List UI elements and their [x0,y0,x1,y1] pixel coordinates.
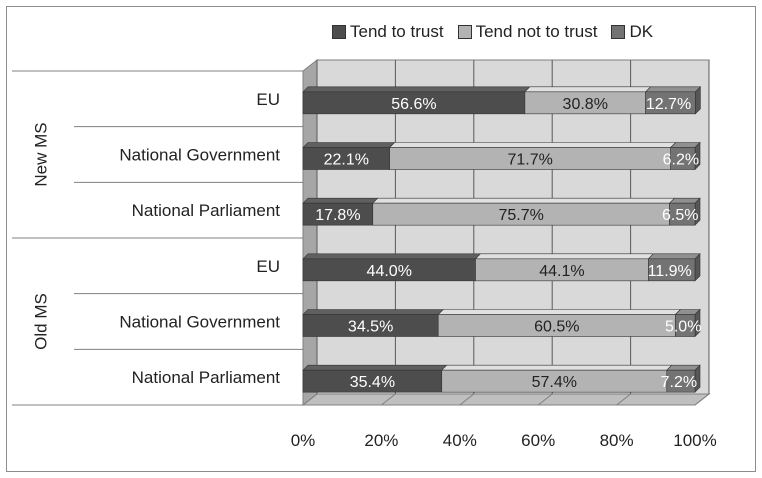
category-label: EU [256,257,280,276]
bar-top-face [372,197,676,204]
legend-item-not-trust: Tend not to trust [457,22,598,42]
bar-top-face [524,86,652,93]
category-label: National Parliament [132,201,281,220]
data-label: 12.7% [646,96,691,113]
category-label: National Parliament [132,368,281,387]
floor-gridline [537,393,553,406]
x-tick-label: 60% [521,431,555,450]
bar-side-face [694,253,701,282]
bar-segment [669,202,696,226]
legend-item-dk: DK [611,22,653,42]
bar-top-face [647,253,701,260]
x-tick-label: 100% [673,431,716,450]
legend-item-trust: Tend to trust [332,22,444,42]
bar-top-face [644,86,702,93]
bar-top-face [388,142,677,148]
data-label: 6.2% [663,152,699,169]
data-label: 11.9% [648,263,692,280]
bar-top-face [302,364,448,371]
data-label: 17.8% [315,207,360,224]
data-label: 6.5% [662,207,698,224]
floor-gridline [302,393,318,406]
floor-gridline [616,393,631,406]
data-label: 60.5% [534,319,579,336]
data-label: 71.7% [507,152,552,169]
data-label: 44.1% [539,263,584,280]
bar-top-face [666,364,701,371]
data-label: 35.4% [350,374,395,391]
data-label: 44.0% [367,263,412,280]
legend-swatch-dk [611,25,626,39]
category-label: EU [256,90,280,109]
bar-top-face [302,86,531,93]
bar-side-face [695,86,701,115]
data-label: 56.6% [391,96,436,113]
category-label: National Government [119,146,280,165]
bar-top-face [441,364,673,371]
floor-gridline [694,393,710,406]
data-label: 75.7% [498,207,543,224]
data-label: 22.1% [324,152,369,169]
legend-swatch-not-trust [457,25,472,39]
data-label: 5.0% [665,319,701,336]
legend-label-trust: Tend to trust [350,22,444,41]
x-tick-label: 40% [443,431,477,450]
legend-label-dk: DK [629,22,654,41]
data-label: 57.4% [532,374,577,391]
bar-top-face [302,253,482,260]
x-tick-label: 0% [291,431,316,450]
bar-segment [675,314,696,337]
legend: Tend to trust Tend not to trust DK [332,22,653,42]
bar-top-face [437,309,682,315]
legend-label-not-trust: Tend not to trust [475,22,598,41]
floor-gridline [381,393,396,406]
floor-gridline [459,393,475,406]
bar-top-face [302,142,396,148]
group-label: New MS [31,122,50,186]
data-label: 30.8% [563,96,608,113]
x-tick-label: 20% [364,431,398,450]
bar-segment [645,91,696,115]
legend-swatch-trust [332,25,346,39]
bar-segment [666,369,696,393]
x-tick-label: 80% [600,431,634,450]
bar-segment [670,147,696,170]
bar-top-face [302,197,379,204]
bar-top-face [474,253,655,260]
data-label: 7.2% [661,374,697,391]
data-label: 34.5% [348,319,393,336]
category-label: National Government [119,313,280,332]
plot-back-wall [316,59,710,395]
group-label: Old MS [31,293,50,350]
bar-top-face [302,309,444,315]
bar-segment [648,258,696,282]
plot-floor [301,393,711,406]
